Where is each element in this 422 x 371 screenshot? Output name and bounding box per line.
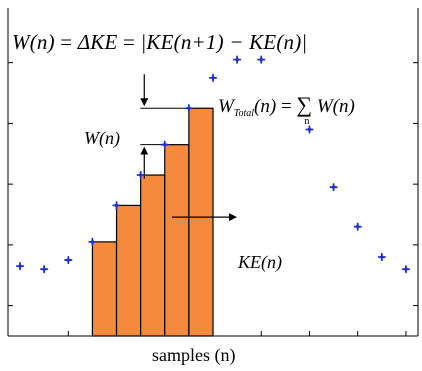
data-point-dot: [380, 255, 384, 259]
formula-total-work: WTotal(n) = ∑ n W(n): [218, 92, 355, 127]
data-point-dot: [211, 76, 215, 80]
data-point: [257, 55, 266, 64]
formula-equals-1: =: [54, 30, 78, 54]
data-point-dot: [187, 106, 191, 110]
data-point-dot: [356, 224, 360, 229]
data-point-dot: [42, 267, 46, 271]
label-work-step: W(n): [84, 128, 120, 148]
data-point: [64, 255, 73, 265]
data-point-dot: [114, 203, 119, 208]
data-point: [401, 265, 411, 274]
label-kinetic-energy: KE(n): [238, 252, 282, 272]
data-point-dot: [138, 173, 143, 177]
formula-total-lhs-base: W: [218, 96, 234, 117]
data-point-dot: [404, 267, 408, 271]
data-point: [233, 55, 242, 64]
formula-total-lhs-arg: (n): [254, 96, 277, 117]
data-point-dot: [18, 264, 22, 268]
data-point: [377, 252, 386, 262]
data-point: [184, 104, 193, 113]
bar-group: [91, 107, 214, 337]
bar: [91, 241, 118, 337]
data-point: [112, 201, 121, 210]
bar: [115, 204, 142, 337]
bar: [188, 107, 214, 337]
data-point-dot: [259, 57, 263, 62]
chart-axes: [7, 8, 419, 337]
formula-work-lhs: W(n): [12, 30, 55, 54]
formula-total-rhs: W(n): [312, 96, 355, 117]
bar: [140, 174, 166, 337]
data-point-dot: [66, 258, 70, 262]
formula-equals-2: =: [117, 30, 141, 54]
data-point-dot: [331, 185, 336, 189]
formula-work-definition: W(n) = ΔKE = |KE(n+1) − KE(n)|: [12, 30, 307, 55]
data-point: [88, 237, 97, 246]
summation-sign: ∑: [296, 92, 313, 117]
formula-work-rhs: |KE(n+1) − KE(n)|: [140, 30, 308, 54]
data-point-dot: [163, 142, 167, 147]
formula-delta-ke: ΔKE: [77, 30, 118, 54]
x-axis-label: samples (n): [152, 345, 236, 365]
data-point: [15, 262, 25, 271]
data-point-dot: [235, 57, 239, 62]
summation-index: n: [304, 116, 310, 127]
data-point: [136, 170, 145, 180]
data-point: [329, 183, 338, 192]
summation-symbol: ∑ n: [296, 92, 313, 127]
bar: [164, 144, 190, 337]
data-point-dot: [307, 127, 312, 132]
data-point: [160, 140, 169, 149]
data-point-dot: [90, 240, 95, 244]
data-point: [40, 265, 49, 274]
data-point: [208, 73, 218, 82]
formula-total-subscript: Total: [233, 108, 255, 119]
data-point: [305, 125, 314, 134]
data-point: [353, 222, 362, 231]
formula-total-equals: =: [276, 96, 297, 117]
point-group: [15, 55, 411, 274]
